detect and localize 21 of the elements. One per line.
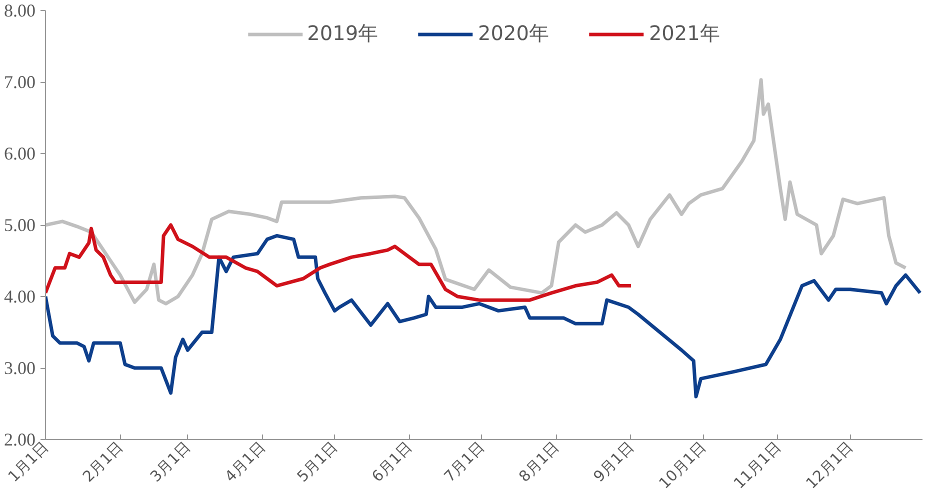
y-tick-label: 6.00 [4, 144, 36, 164]
y-tick-label: 4.00 [4, 286, 36, 306]
x-tick-label: 5月1日 [294, 438, 341, 486]
x-tick-label: 6月1日 [368, 438, 416, 486]
y-tick-label: 3.00 [4, 358, 36, 378]
y-tick-label: 7.00 [4, 72, 36, 92]
y-tick-label: 5.00 [4, 215, 36, 235]
legend-label: 2019年 [307, 20, 378, 47]
x-tick-label: 12月1日 [802, 438, 857, 492]
x-tick-label: 8月1日 [515, 438, 563, 486]
x-tick-label: 11月1日 [730, 438, 784, 492]
x-tick-label: 3月1日 [146, 438, 194, 486]
x-tick-label: 9月1日 [590, 438, 638, 486]
line-series [46, 223, 633, 302]
y-tick-label: 8.00 [4, 0, 36, 20]
x-tick-label: 2月1日 [79, 438, 127, 486]
x-tick-label: 10月1日 [655, 438, 710, 492]
legend-label: 2020年 [478, 20, 549, 47]
x-tick-label: 7月1日 [440, 438, 488, 486]
legend-label: 2021年 [648, 20, 720, 47]
x-tick-label: 4月1日 [221, 438, 269, 486]
